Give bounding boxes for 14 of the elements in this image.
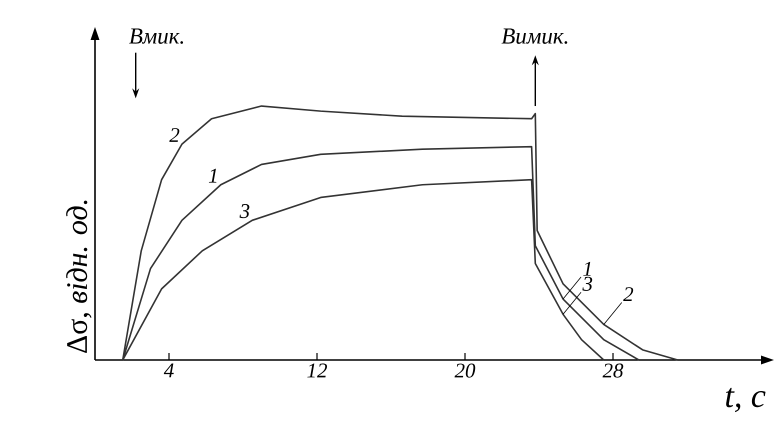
text: Вимик. bbox=[502, 28, 568, 44]
text: 3 bbox=[582, 276, 592, 291]
x-tick-label: 12 bbox=[307, 364, 328, 378]
x-tick-label: 28 bbox=[602, 364, 624, 378]
x-tick-label: 4 bbox=[164, 364, 174, 378]
series-label: 3 bbox=[240, 204, 250, 218]
x-tick-label: 20 bbox=[454, 364, 476, 378]
y-axis-title: Δσ, відн. од. bbox=[66, 200, 92, 353]
text: Вмик. bbox=[129, 28, 184, 44]
text: 2 bbox=[623, 287, 634, 302]
series-label: 1 bbox=[208, 168, 216, 183]
series-label: 2 bbox=[169, 128, 180, 142]
x-axis-title: t, c bbox=[726, 388, 766, 412]
text: 1 bbox=[583, 262, 591, 276]
